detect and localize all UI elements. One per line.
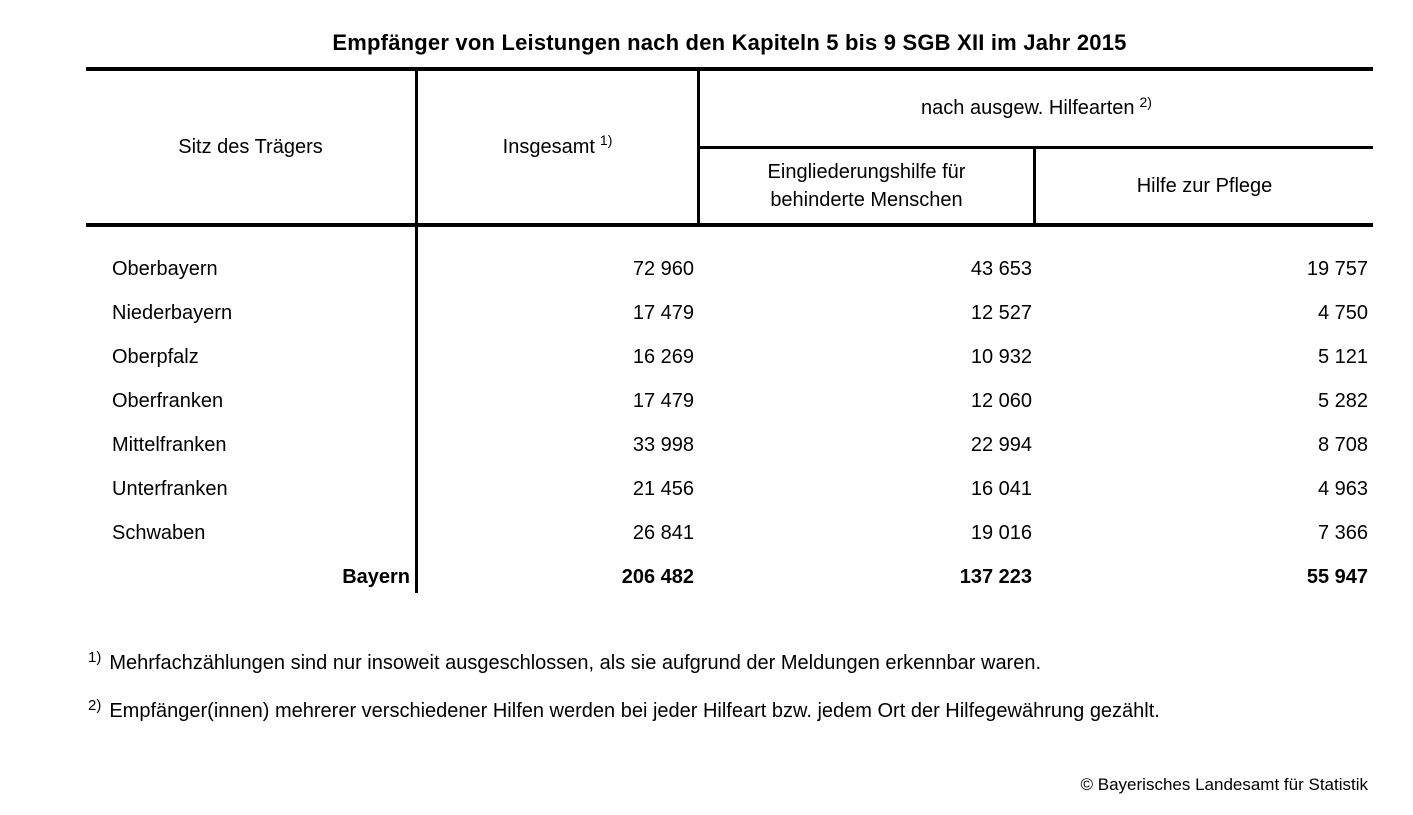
value-insgesamt: 21 456 [632,477,694,500]
table-body: Oberbayern 72 960 43 653 19 757 Niederba… [86,227,1373,599]
column-header-eingliederungshilfe: Eingliederungshilfe für behinderte Mensc… [700,149,1033,223]
column-group-label: nach ausgew. Hilfearten [921,97,1135,119]
column-header-hilfe-zur-pflege-label: Hilfe zur Pflege [1136,174,1273,197]
column-header-insgesamt: Insgesamt 1) [418,71,697,223]
value-insgesamt: 17 479 [632,301,694,324]
copyright-notice: © Bayerisches Landesamt für Statistik [1080,775,1368,794]
value-hilfe-zur-pflege: 7 366 [1317,521,1368,544]
table-row-oberbayern: Oberbayern 72 960 43 653 19 757 [86,247,1373,291]
table-top-rule [86,67,1373,71]
column-header-insgesamt-label: Insgesamt [502,135,595,158]
body-column-divider [415,227,418,593]
value-insgesamt: 26 841 [632,521,694,544]
region-name: Oberbayern [112,257,218,280]
value-eingliederungshilfe: 43 653 [970,257,1032,280]
value-hilfe-zur-pflege: 4 963 [1317,477,1368,500]
region-name: Mittelfranken [112,433,227,456]
header-divider-3 [1033,149,1036,223]
column-header-hilfe-zur-pflege: Hilfe zur Pflege [1036,149,1373,223]
page-title: Empfänger von Leistungen nach den Kapite… [332,30,1127,55]
table-row-total-bayern: Bayern 206 482 137 223 55 947 [86,555,1373,599]
table-header: Sitz des Trägers Insgesamt 1) nach ausgew… [86,71,1373,223]
value-hilfe-zur-pflege: 4 750 [1317,301,1368,324]
column-header-eingliederungshilfe-line1: Eingliederungshilfe für [767,161,966,183]
region-name: Oberfranken [112,389,224,412]
column-header-sitz-des-traegers: Sitz des Trägers [86,71,415,223]
value-eingliederungshilfe: 12 060 [970,389,1032,412]
region-name: Niederbayern [112,301,233,324]
total-region-name: Bayern [342,565,410,588]
column-group-header-hilfearten: nach ausgew. Hilfearten 2) [700,71,1373,146]
value-eingliederungshilfe: 12 527 [970,301,1032,324]
value-hilfe-zur-pflege: 8 708 [1317,433,1368,456]
table-row-oberpfalz: Oberpfalz 16 269 10 932 5 121 [86,335,1373,379]
footnote-2: 2) Empfänger(innen) mehrerer verschiedene… [88,697,1160,723]
footnote-1-text: Mehrfachzählungen sind nur insoweit ausg… [109,652,1042,674]
value-hilfe-zur-pflege: 19 757 [1306,257,1368,280]
footnote-2-marker: 2) [88,697,102,714]
group-sub-rule [697,146,1373,149]
footnote-1: 1) Mehrfachzählungen sind nur insoweit au… [88,649,1042,675]
value-insgesamt: 72 960 [632,257,694,280]
value-insgesamt: 16 269 [632,345,694,368]
table-header-bottom-rule [86,223,1373,227]
header-divider-1 [415,71,418,223]
total-value-insgesamt: 206 482 [621,565,694,588]
total-value-eingliederungshilfe: 137 223 [959,565,1032,588]
region-name: Unterfranken [112,477,228,500]
column-header-sitz-label: Sitz des Trägers [178,135,323,158]
value-insgesamt: 33 998 [632,433,694,456]
footnote-1-marker: 1) [88,649,102,666]
column-header-eingliederungshilfe-line2: behinderte Menschen [770,189,963,211]
statistics-table: Sitz des Trägers Insgesamt 1) nach ausgew… [86,67,1373,599]
value-eingliederungshilfe: 10 932 [970,345,1032,368]
value-eingliederungshilfe: 22 994 [970,433,1032,456]
footnote-2-text: Empfänger(innen) mehrerer verschiedener … [109,700,1160,722]
footnote-ref-2: 2) [1139,93,1152,110]
footnote-ref-1: 1) [599,132,613,148]
table-row-oberfranken: Oberfranken 17 479 12 060 5 282 [86,379,1373,423]
table-row-schwaben: Schwaben 26 841 19 016 7 366 [86,511,1373,555]
table-row-niederbayern: Niederbayern 17 479 12 527 4 750 [86,291,1373,335]
table-row-unterfranken: Unterfranken 21 456 16 041 4 963 [86,467,1373,511]
region-name: Oberpfalz [112,345,199,368]
value-hilfe-zur-pflege: 5 121 [1317,345,1368,368]
table-row-mittelfranken: Mittelfranken 33 998 22 994 8 708 [86,423,1373,467]
region-name: Schwaben [112,521,206,544]
value-eingliederungshilfe: 19 016 [970,521,1032,544]
value-eingliederungshilfe: 16 041 [970,477,1032,500]
value-hilfe-zur-pflege: 5 282 [1317,389,1368,412]
total-value-hilfe-zur-pflege: 55 947 [1306,565,1368,588]
value-insgesamt: 17 479 [632,389,694,412]
